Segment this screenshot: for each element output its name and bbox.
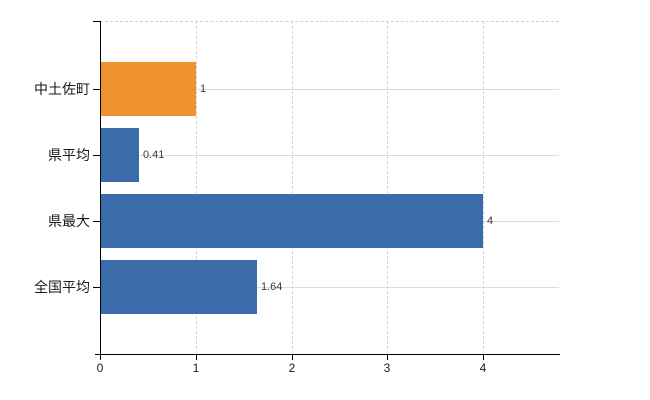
y-axis-top-tick [93,21,100,22]
bar-県最大 [100,194,483,248]
bar-value-label: 4 [487,215,494,227]
x-axis-line [95,354,560,355]
x-axis-tick-label: 0 [96,361,104,375]
x-axis-tick-label: 4 [479,361,487,375]
x-axis-tick [100,354,101,360]
x-axis-tick [483,354,484,360]
y-axis-tick [93,221,100,222]
horizontal-gridline [100,287,559,288]
x-axis-tick-label: 2 [288,361,296,375]
y-axis-line [100,21,101,354]
horizontal-gridline [100,155,559,156]
x-axis-tick [196,354,197,360]
y-axis-tick [93,287,100,288]
category-label-1: 中土佐町 [34,81,90,97]
bar-中土佐町 [100,62,196,116]
x-axis-tick [292,354,293,360]
bar-value-label: 1.64 [261,281,283,293]
vertical-gridline [292,21,293,354]
horizontal-gridline [100,89,559,90]
x-axis-tick [387,354,388,360]
category-label-2: 県平均 [48,147,90,163]
x-axis-tick-label: 3 [383,361,391,375]
bar-全国平均 [100,260,257,314]
category-label-4: 全国平均 [34,279,90,295]
plot-top-border [100,21,559,22]
bar-value-label: 0.41 [143,149,165,161]
category-label-3: 県最大 [48,213,90,229]
vertical-gridline [196,21,197,354]
y-axis-tick [93,89,100,90]
bar-県平均 [100,128,139,182]
vertical-gridline [483,21,484,354]
bar-value-label: 1 [200,83,207,95]
y-axis-tick [93,155,100,156]
x-axis-tick-label: 1 [192,361,200,375]
vertical-gridline [387,21,388,354]
plot-area: 1 0.41 4 1.64 [100,21,559,354]
